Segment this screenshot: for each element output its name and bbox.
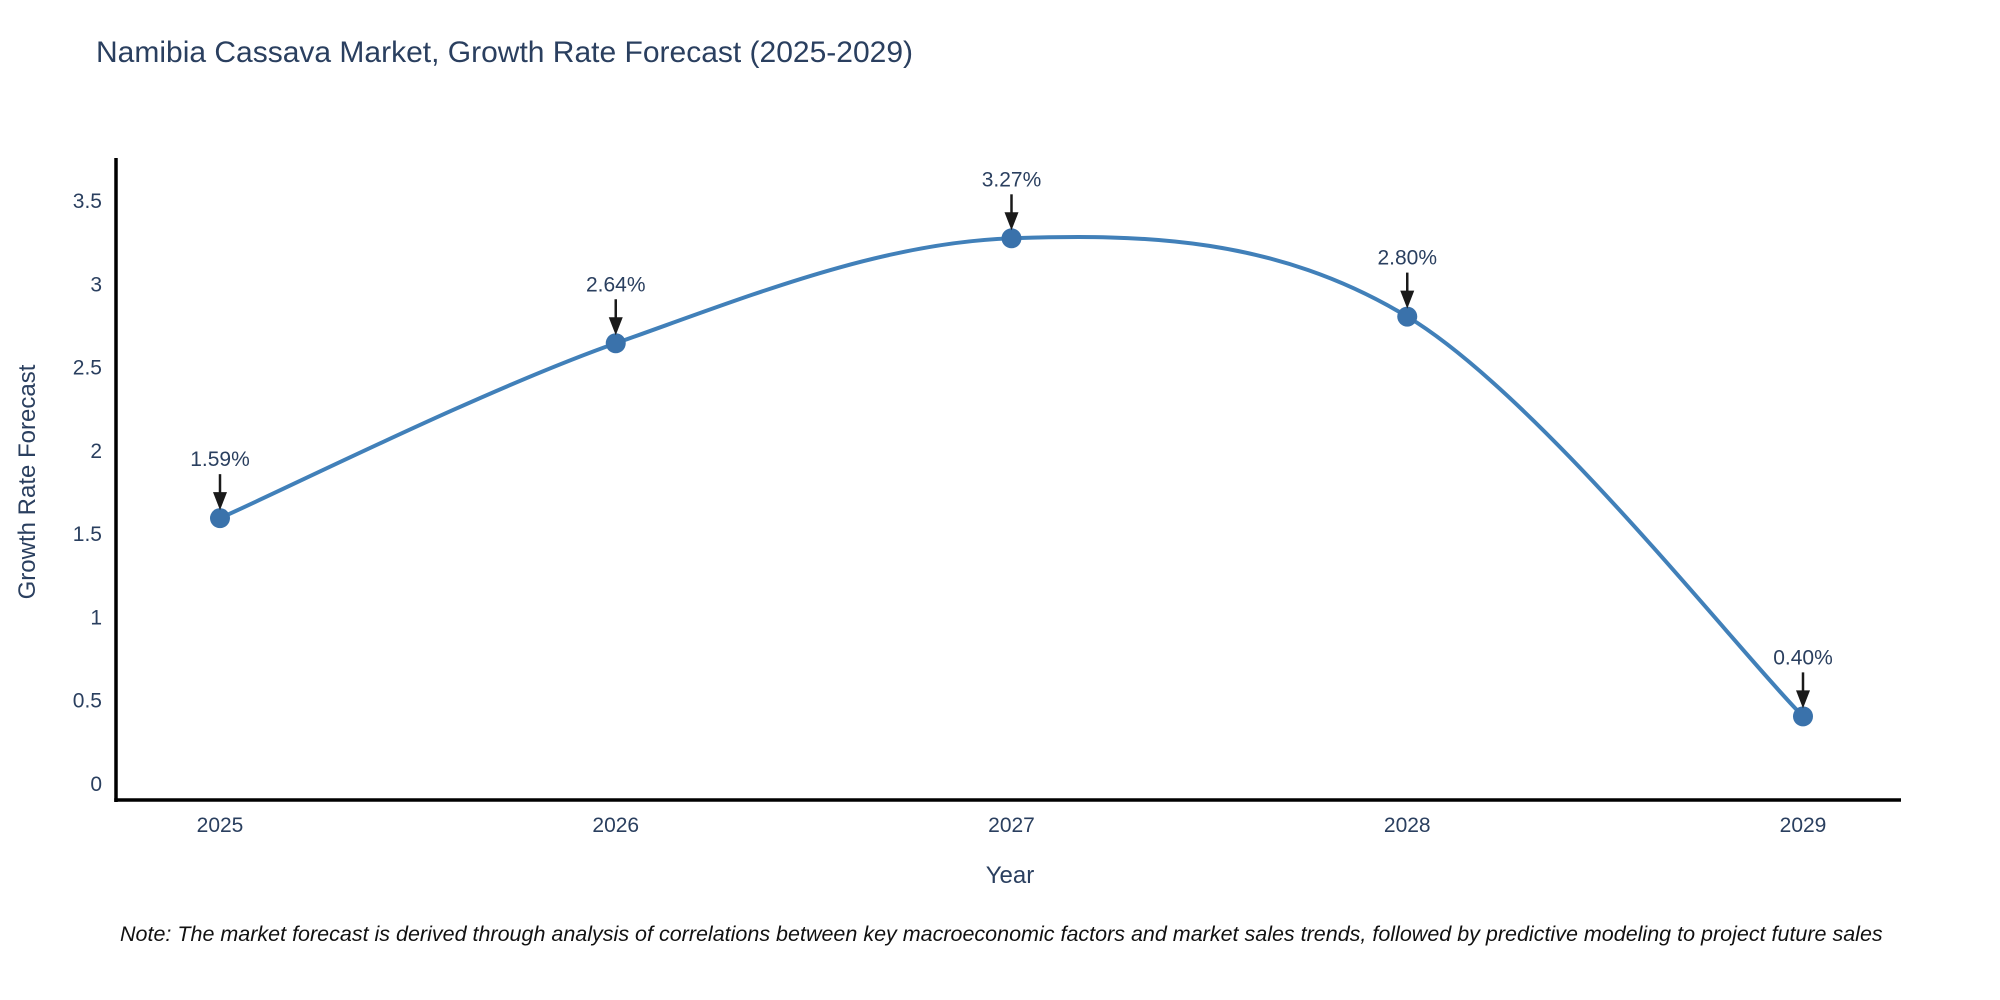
- data-point-marker: [210, 508, 230, 529]
- y-tick-label: 2.5: [73, 357, 102, 380]
- annotation-arrowhead: [1004, 212, 1019, 231]
- x-axis-title: Year: [985, 862, 1035, 889]
- annotation-label: 1.59%: [190, 448, 250, 471]
- x-tick-label: 2028: [1384, 814, 1431, 837]
- annotation-arrowhead: [608, 317, 623, 336]
- chart-title: Namibia Cassava Market, Growth Rate Fore…: [96, 36, 914, 69]
- trace-group: [210, 228, 1813, 727]
- annotations-group: 1.59% 2.64% 3.27% 2.80% 0.40%: [190, 168, 1833, 709]
- y-tick-label: 0.5: [73, 690, 102, 713]
- data-point-marker: [1397, 306, 1418, 327]
- y-tick-label: 1: [90, 606, 102, 629]
- y-tick-label: 0: [90, 773, 102, 796]
- y-tick-labels: 0 0.5 1 1.5 2 2.5 3 3.5: [73, 190, 102, 796]
- annotation-label: 0.40%: [1773, 646, 1833, 669]
- y-tick-label: 1.5: [73, 523, 102, 546]
- data-point-marker: [605, 333, 626, 354]
- x-tick-label: 2025: [197, 814, 244, 837]
- y-tick-label: 2: [90, 440, 102, 463]
- annotation-label: 2.64%: [586, 273, 646, 296]
- annotation-arrowhead: [1400, 290, 1415, 309]
- annotation-arrowhead: [1796, 690, 1810, 709]
- x-tick-label: 2026: [592, 814, 639, 837]
- trace-line: [219, 235, 1805, 718]
- y-tick-label: 3: [90, 273, 102, 296]
- x-tick-labels: 2025 2026 2027 2028 2029: [197, 814, 1827, 837]
- footnote-text: Note: The market forecast is derived thr…: [120, 922, 1883, 946]
- annotation-label: 2.80%: [1377, 247, 1437, 270]
- y-tick-label: 3.5: [73, 190, 102, 213]
- y-axis-title: Growth Rate Forecast: [14, 364, 41, 600]
- x-tick-label: 2027: [988, 814, 1035, 837]
- x-tick-label: 2029: [1780, 814, 1827, 837]
- data-point-marker: [1001, 228, 1022, 249]
- annotation-label: 3.27%: [982, 168, 1042, 191]
- annotation-arrowhead: [213, 492, 227, 511]
- data-point-marker: [1793, 706, 1813, 727]
